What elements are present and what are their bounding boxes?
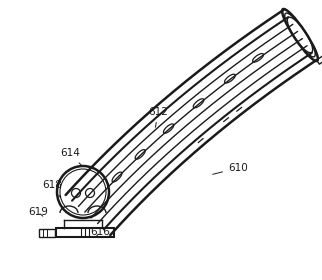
Text: 614: 614 bbox=[60, 148, 81, 165]
Text: 618: 618 bbox=[42, 180, 62, 198]
Bar bbox=[56, 228, 114, 237]
Text: 616: 616 bbox=[90, 227, 110, 237]
Text: 610: 610 bbox=[213, 163, 248, 174]
Text: 619: 619 bbox=[28, 207, 48, 217]
Text: 612: 612 bbox=[148, 107, 168, 127]
Bar bbox=[39, 229, 55, 237]
